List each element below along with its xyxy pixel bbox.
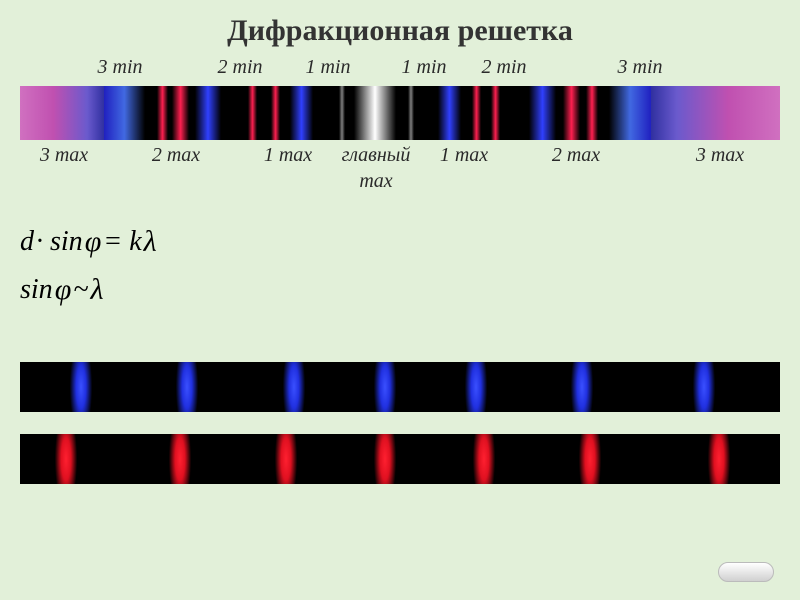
spectrum-fragment	[491, 86, 500, 140]
blue-order-line	[173, 362, 201, 412]
max-label: главный	[342, 144, 411, 167]
spectrum-fragment	[609, 86, 651, 140]
formula-1-eq: = k	[103, 220, 141, 265]
red-order-line	[576, 434, 604, 484]
red-order-line	[166, 434, 194, 484]
next-button[interactable]	[718, 562, 774, 582]
min-label: 2 min	[218, 56, 263, 79]
max-label: 3 max	[40, 144, 88, 167]
blue-order-line	[280, 362, 308, 412]
red-order-line	[470, 434, 498, 484]
formula-1-sin: · sin	[36, 220, 83, 265]
formula-1-phi: φ	[85, 218, 102, 266]
formula-2-lambda: λ	[90, 266, 103, 314]
red-mono-spectrum	[20, 434, 780, 484]
formula-1-lambda: λ	[144, 218, 157, 266]
red-order-line	[52, 434, 80, 484]
page-title: Дифракционная решетка	[0, 0, 800, 56]
formula-1-d: d	[20, 220, 34, 265]
spectrum-fragment	[586, 86, 597, 140]
formula-2-sin: sin	[20, 268, 53, 313]
blue-order-line	[462, 362, 490, 412]
spectrum-fragment	[172, 86, 189, 140]
blue-order-line	[568, 362, 596, 412]
spectrum-fragment	[563, 86, 580, 140]
max-labels-row: 3 max 2 max 1 max главный 1 max 2 max 3 max	[0, 144, 800, 170]
min-label: 3 min	[618, 56, 663, 79]
formula-2: sin φ ~ λ	[20, 266, 800, 314]
red-order-line	[705, 434, 733, 484]
spectrum-fragment	[20, 86, 104, 140]
max-label: 2 max	[552, 144, 600, 167]
blue-order-line	[371, 362, 399, 412]
spectrum-fragment	[354, 86, 396, 140]
spectrum-fragment	[248, 86, 257, 140]
spectrum-fragment	[339, 86, 345, 140]
max-sub-row: max	[0, 170, 800, 194]
min-label: 1 min	[402, 56, 447, 79]
white-light-spectrum	[20, 86, 780, 140]
blue-mono-spectrum	[20, 362, 780, 412]
max-label: 2 max	[152, 144, 200, 167]
spectrum-fragment	[529, 86, 556, 140]
spectrum-fragment	[271, 86, 280, 140]
blue-order-line	[67, 362, 95, 412]
spectrum-fragment	[651, 86, 780, 140]
spectrum-fragment	[290, 86, 313, 140]
blue-order-line	[690, 362, 718, 412]
spectrum-fragment	[157, 86, 168, 140]
max-label: 1 max	[264, 144, 312, 167]
spectrum-fragment	[472, 86, 481, 140]
max-sub-label: max	[359, 170, 392, 193]
formula-2-phi: φ	[55, 266, 72, 314]
max-label: 3 max	[696, 144, 744, 167]
min-label: 2 min	[482, 56, 527, 79]
min-labels-row: 3 min 2 min 1 min 1 min 2 min 3 min	[0, 56, 800, 84]
formula-2-tilde: ~	[73, 268, 88, 313]
red-order-line	[371, 434, 399, 484]
max-label: 1 max	[440, 144, 488, 167]
spectrum-fragment	[195, 86, 222, 140]
min-label: 3 min	[98, 56, 143, 79]
formulas-block: d · sin φ = k λ sin φ ~ λ	[20, 218, 800, 314]
red-order-line	[272, 434, 300, 484]
spectrum-fragment	[408, 86, 414, 140]
spectrum-fragment	[104, 86, 146, 140]
formula-1: d · sin φ = k λ	[20, 218, 800, 266]
spectrum-fragment	[438, 86, 461, 140]
min-label: 1 min	[306, 56, 351, 79]
